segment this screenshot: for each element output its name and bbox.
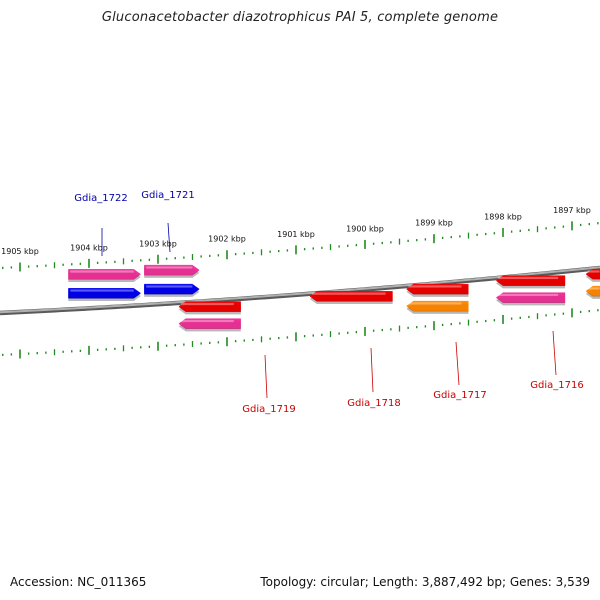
gene-label-gdia_1722: Gdia_1722 bbox=[74, 193, 127, 204]
gene-arrow bbox=[585, 268, 600, 282]
cds-arrow bbox=[585, 285, 600, 299]
tick-label: 1899 kbp bbox=[415, 219, 453, 228]
gene-label-gdia_1721: Gdia_1721 bbox=[141, 190, 194, 201]
gdia_1718-arrow bbox=[309, 291, 393, 305]
outer-ruler: 1905 kbp 1904 kbp 1903 kbp 1902 kbp 1901 kbp… bbox=[1, 206, 599, 272]
gdia_1722-arrow bbox=[68, 287, 141, 301]
tick-label: 1904 kbp bbox=[70, 243, 108, 252]
accession-text: Accession: NC_011365 bbox=[10, 575, 147, 589]
label-leader-line bbox=[455, 341, 460, 386]
gene-features bbox=[68, 264, 600, 332]
backbone-line bbox=[0, 266, 600, 314]
tick-label: 1897 kbp bbox=[553, 206, 591, 215]
tick-label: 1905 kbp bbox=[1, 247, 39, 256]
gdia_1716-arrow bbox=[496, 275, 566, 289]
gdia_1717-arrow bbox=[406, 283, 469, 297]
inner-ruler bbox=[2, 308, 599, 359]
genome-summary-text: Topology: circular; Length: 3,887,492 bp… bbox=[260, 575, 590, 589]
gdia_1719-arrow bbox=[178, 301, 241, 315]
tick-label: 1900 kbp bbox=[346, 224, 384, 233]
cds-arrow bbox=[406, 300, 469, 314]
tick-label: 1901 kbp bbox=[277, 230, 315, 239]
label-leader-line bbox=[370, 347, 374, 393]
gene-label-gdia_1719: Gdia_1719 bbox=[242, 404, 295, 415]
gene-labels: Gdia_1722 Gdia_1721 Gdia_1719 Gdia_1718 Gdia… bbox=[74, 190, 583, 415]
gene-label-gdia_1718: Gdia_1718 bbox=[347, 398, 400, 409]
tick-label: 1898 kbp bbox=[484, 212, 522, 221]
tick-label: 1902 kbp bbox=[208, 235, 246, 244]
cds-arrow bbox=[144, 264, 200, 278]
cds-arrow bbox=[496, 292, 566, 306]
cds-arrow bbox=[68, 268, 141, 282]
label-leader-line bbox=[167, 222, 171, 253]
gene-label-gdia_1717: Gdia_1717 bbox=[433, 390, 486, 401]
tick-label: 1903 kbp bbox=[139, 239, 177, 248]
label-leader-line bbox=[264, 354, 268, 399]
genome-title: Gluconacetobacter diazotrophicus PAI 5, … bbox=[101, 10, 499, 25]
label-leader-line bbox=[552, 330, 557, 376]
gene-label-gdia_1716: Gdia_1716 bbox=[530, 380, 583, 391]
cds-arrow bbox=[178, 318, 241, 332]
gdia_1721-arrow bbox=[144, 283, 200, 297]
